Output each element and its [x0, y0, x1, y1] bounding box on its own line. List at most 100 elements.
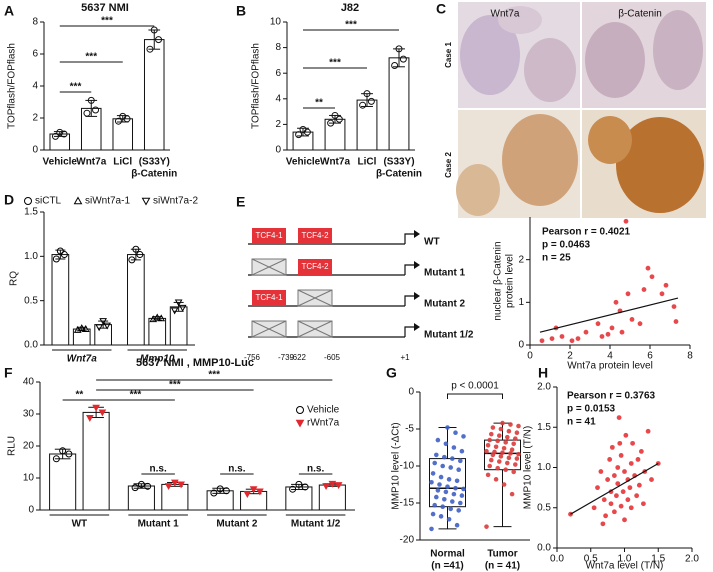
data-point: [614, 493, 619, 499]
data-point: [458, 458, 463, 464]
x-tick-label: 8: [687, 351, 693, 362]
data-point: [501, 482, 507, 487]
data-point: [539, 338, 545, 344]
bar: [49, 453, 77, 511]
data-point: [501, 445, 507, 451]
data-point: [451, 445, 457, 450]
y-tick-label: 0: [518, 340, 524, 351]
x-tick-label: 0.0: [550, 554, 564, 565]
y-tick-label: 0.5: [24, 295, 38, 306]
y-tick-label: 0: [408, 387, 414, 398]
data-point: [617, 440, 623, 446]
data-point: [497, 459, 502, 464]
data-point: [454, 478, 460, 484]
data-point: [177, 481, 185, 489]
tissue-image: [616, 117, 704, 213]
data-point: [430, 511, 436, 517]
data-point: [92, 404, 100, 412]
x-tick-label: 1.5: [651, 554, 665, 565]
data-point: [95, 324, 103, 332]
data-point: [625, 497, 631, 503]
tss-arrow: [404, 295, 414, 306]
data-point: [99, 318, 107, 326]
data-point: [649, 477, 654, 482]
x-tick-label: (n =41): [431, 561, 464, 572]
data-point: [509, 491, 515, 497]
annotation: Pearson r = 0.3763: [567, 391, 656, 402]
data-point: [442, 497, 447, 502]
y-tick-label: -5: [405, 424, 414, 435]
x-tick-label: Mmp10: [140, 354, 175, 365]
data-point: [434, 452, 439, 458]
data-point: [60, 251, 68, 259]
panel-label: C: [436, 1, 446, 17]
y-tick-label: 0.0: [24, 340, 38, 351]
data-point: [492, 449, 497, 455]
data-point: [335, 115, 343, 123]
x-tick-label: 4: [607, 351, 613, 362]
y-axis-label: MMP10 level (T/N): [523, 426, 534, 509]
x-tick-label: (S33Y): [383, 157, 414, 168]
significance-label: ***: [208, 370, 220, 381]
mutation-cross: [251, 320, 287, 338]
y-tick-label: 2: [32, 113, 38, 124]
legend-label: Vehicle: [307, 405, 340, 416]
data-point: [243, 491, 252, 499]
binding-site-label: TCF4-1: [255, 231, 283, 240]
data-point: [51, 132, 59, 140]
data-point: [583, 329, 589, 335]
bar: [318, 484, 346, 511]
binding-site-label: TCF4-2: [301, 231, 329, 240]
data-point: [85, 414, 94, 422]
image-column-label: Wnt7a: [491, 9, 520, 20]
x-tick-label: Mutant 2: [216, 519, 258, 530]
data-point: [611, 473, 617, 478]
chart-title: 5637 NMI: [81, 2, 129, 14]
data-point: [150, 26, 158, 34]
data-point: [627, 485, 633, 491]
y-tick-label: 4: [32, 81, 38, 92]
data-point: [303, 128, 311, 136]
panel-label: B: [236, 3, 246, 19]
data-point: [153, 313, 162, 321]
tss-arrowhead: [414, 230, 420, 238]
data-point: [146, 45, 154, 53]
data-point: [123, 115, 131, 123]
data-point: [487, 463, 493, 469]
data-point: [453, 430, 458, 436]
significance-label: ***: [169, 380, 181, 391]
data-point: [210, 489, 218, 497]
y-tick-label: 0.0: [537, 543, 551, 554]
data-point: [611, 509, 617, 515]
construct-label: Mutant 1/2: [424, 330, 474, 341]
data-point: [446, 516, 452, 522]
data-point: [391, 62, 399, 70]
tss-arrow: [404, 326, 414, 337]
data-point: [615, 481, 621, 486]
tissue-image: [585, 22, 645, 98]
data-point: [673, 319, 679, 324]
annotation: p < 0.0001: [451, 381, 499, 392]
construct-label: Mutant 2: [424, 299, 466, 310]
data-point: [429, 479, 434, 485]
data-point: [620, 489, 626, 495]
data-point: [609, 325, 615, 331]
x-tick-label: Normal: [430, 549, 465, 560]
data-point: [485, 472, 491, 478]
data-point: [641, 501, 646, 507]
data-point: [440, 504, 446, 510]
panel-label: F: [4, 365, 13, 381]
legend-marker: [295, 419, 305, 428]
data-point: [137, 480, 145, 488]
significance-label: ***: [130, 390, 142, 401]
data-point: [155, 36, 163, 44]
data-point: [607, 457, 613, 462]
bar: [388, 57, 410, 151]
significance-label: ***: [101, 16, 113, 27]
x-tick-label: 2.0: [685, 554, 699, 565]
data-point: [629, 317, 635, 322]
significance-label: ***: [329, 58, 341, 69]
data-point: [367, 97, 375, 105]
data-point: [448, 465, 454, 470]
significance-label: n.s.: [150, 464, 167, 475]
